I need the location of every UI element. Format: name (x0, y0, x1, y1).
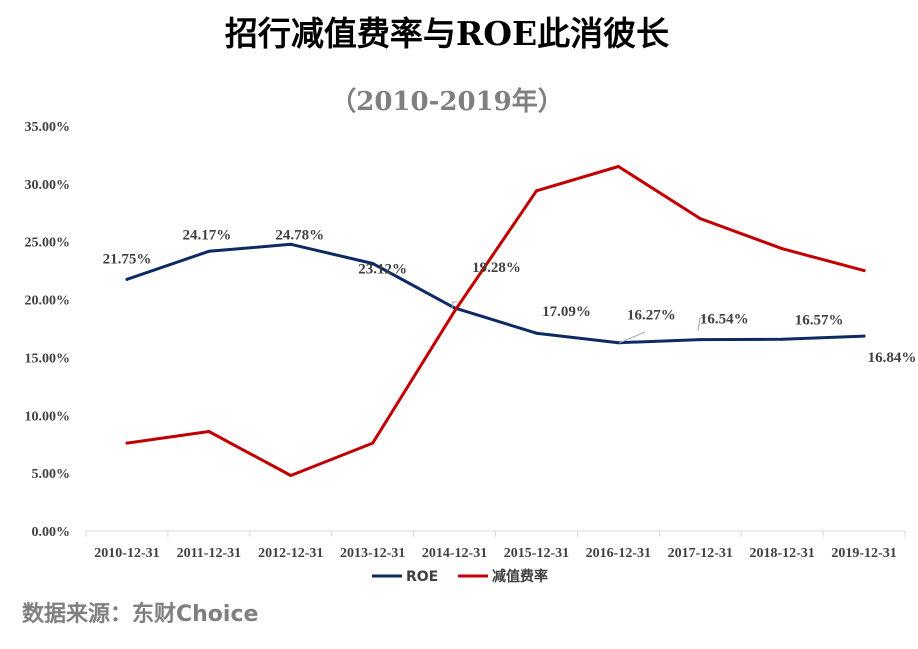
data-point (534, 331, 538, 335)
y-tick-label: 10.00% (25, 409, 71, 424)
x-tick-label: 2013-12-31 (340, 546, 405, 561)
data-label-roe: 16.27% (627, 308, 676, 324)
x-tick-label: 2014-12-31 (422, 546, 487, 561)
data-point (289, 473, 293, 477)
y-tick-label: 15.00% (25, 351, 71, 366)
data-labels: 21.75% 24.17% 24.78% 23.12% 19.28% 17.09% 16.2… (103, 227, 917, 366)
x-tick-label: 2012-12-31 (258, 546, 323, 561)
y-tick-label: 25.00% (25, 236, 71, 251)
data-point (862, 269, 866, 273)
data-label-roe: 17.09% (542, 304, 591, 320)
x-tick-label: 2018-12-31 (749, 546, 814, 561)
data-label-leader (697, 316, 708, 332)
y-tick-label: 30.00% (25, 178, 71, 193)
data-point (862, 334, 866, 338)
x-tick-label: 2017-12-31 (668, 546, 733, 561)
data-label-leader (451, 301, 458, 310)
legend: ROE 减值费率 (372, 568, 548, 585)
chart-title: 招行减值费率与ROE此消彼长 (225, 14, 669, 53)
data-label-leader (618, 331, 646, 344)
data-point (616, 341, 620, 345)
data-label-roe: 24.17% (182, 227, 231, 243)
data-label-roe: 16.54% (700, 312, 749, 328)
x-tick-label: 2019-12-31 (831, 546, 896, 561)
series-line-impairment (125, 165, 866, 477)
data-point (780, 247, 784, 251)
series-line-roe (125, 242, 866, 345)
data-point (371, 261, 375, 265)
data-point (289, 242, 293, 246)
data-point (371, 441, 375, 445)
data-point (125, 441, 129, 445)
data-label-roe: 16.57% (795, 312, 844, 328)
x-tick-label: 2011-12-31 (177, 546, 242, 561)
data-label-roe: 19.28% (472, 260, 521, 276)
data-point (780, 337, 784, 341)
y-tick-label: 5.00% (32, 467, 71, 482)
data-point (698, 338, 702, 342)
legend-roe-label: ROE (406, 569, 438, 585)
x-axis: 2010-12-31 2011-12-31 2012-12-31 2013-12-31… (85, 531, 906, 561)
series-group (125, 165, 866, 477)
chart-subtitle: （2010-2019年） (330, 86, 564, 117)
data-point (453, 309, 457, 313)
x-tick-label: 2010-12-31 (94, 546, 159, 561)
y-tick-label: 20.00% (25, 294, 71, 309)
data-point (534, 189, 538, 193)
source-note: 数据来源：东财Choice (22, 601, 258, 627)
data-point (125, 277, 129, 281)
data-label-roe: 23.12% (358, 261, 407, 277)
data-point (698, 217, 702, 221)
x-tick-label: 2016-12-31 (586, 546, 651, 561)
data-label-roe: 24.78% (275, 227, 324, 243)
legend-impairment-label: 减值费率 (492, 568, 548, 585)
y-tick-label: 35.00% (25, 120, 71, 135)
data-point (207, 249, 211, 253)
x-tick-label: 2015-12-31 (504, 546, 569, 561)
data-label-roe: 21.75% (103, 251, 152, 267)
y-tick-label: 0.00% (32, 525, 71, 540)
data-point (207, 429, 211, 433)
y-axis: 0.00% 5.00% 10.00% 15.00% 20.00% 25.00% 30.00%… (25, 120, 71, 540)
data-label-roe: 16.84% (868, 350, 917, 366)
data-point (616, 165, 620, 168)
